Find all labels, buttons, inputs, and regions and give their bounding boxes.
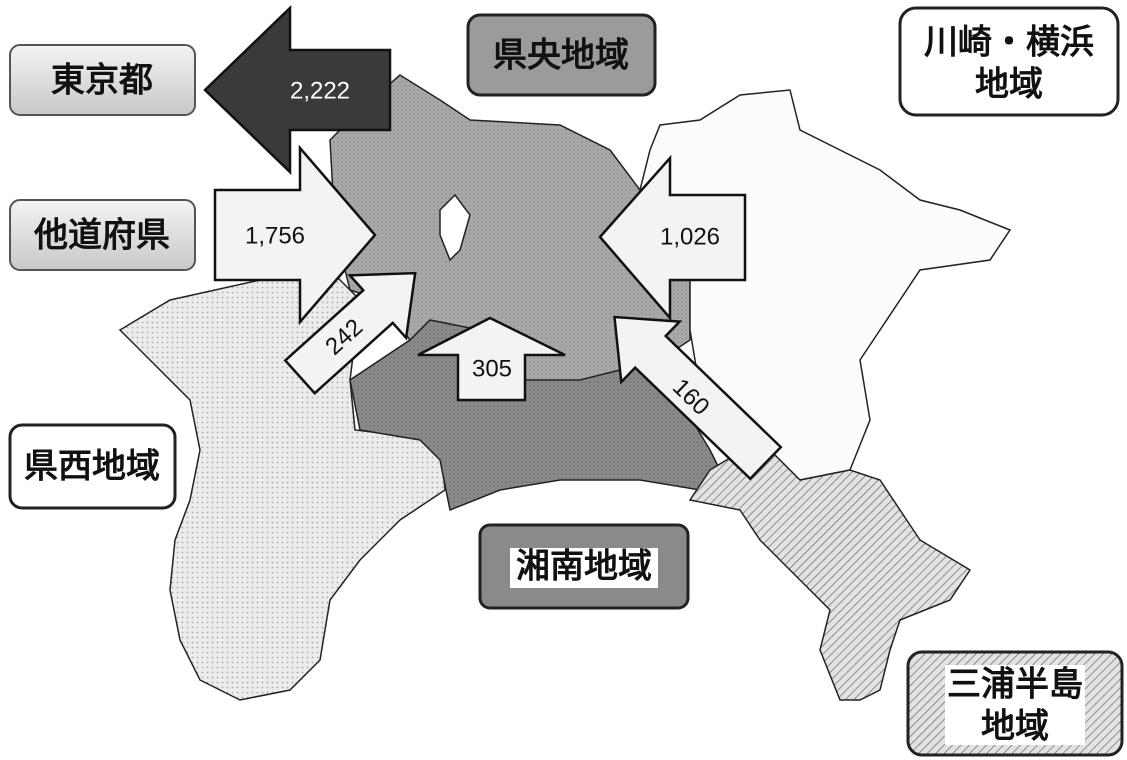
flow-label: 1,026 <box>660 223 720 250</box>
region-box <box>9 44 196 116</box>
region-label: 県西地域 <box>24 447 160 487</box>
region-box <box>466 13 657 97</box>
region-label: 地域 <box>981 707 1049 747</box>
arrow <box>598 154 747 322</box>
miura-area <box>688 439 972 701</box>
region-label: 他道府県 <box>33 216 170 256</box>
label-backdrop <box>945 665 1085 745</box>
arrow <box>417 316 566 402</box>
region-box <box>9 199 196 271</box>
region-label: 川崎・横浜 <box>924 23 1094 63</box>
flow-label: 2,222 <box>290 77 350 104</box>
flow-label: 1,756 <box>245 222 305 249</box>
lake <box>439 193 471 262</box>
region-label: 東京都 <box>51 61 153 101</box>
arrow-group <box>613 315 783 481</box>
kensei-area <box>118 269 446 701</box>
region-label: 三浦半島 <box>947 665 1083 705</box>
region-label: 地域 <box>975 65 1043 105</box>
region-boxes: 東京都 他道府県 県央地域 川崎・横浜 地域 県西地域 湘南地域 三浦半島 地域 <box>8 6 1124 757</box>
arrow <box>213 144 377 326</box>
region-box <box>898 6 1120 117</box>
arrow <box>613 315 783 481</box>
region-label: 県央地域 <box>493 36 629 76</box>
label-backdrop <box>510 548 658 588</box>
kawasaki-yokohama-area <box>639 89 1012 481</box>
arrow <box>203 5 392 175</box>
arrow <box>283 271 417 395</box>
map <box>118 74 1012 701</box>
arrow-group <box>283 271 417 395</box>
flow-label: 305 <box>472 355 512 382</box>
flow-arrows <box>203 5 783 481</box>
region-label: 湘南地域 <box>516 547 652 587</box>
region-box <box>8 423 177 510</box>
